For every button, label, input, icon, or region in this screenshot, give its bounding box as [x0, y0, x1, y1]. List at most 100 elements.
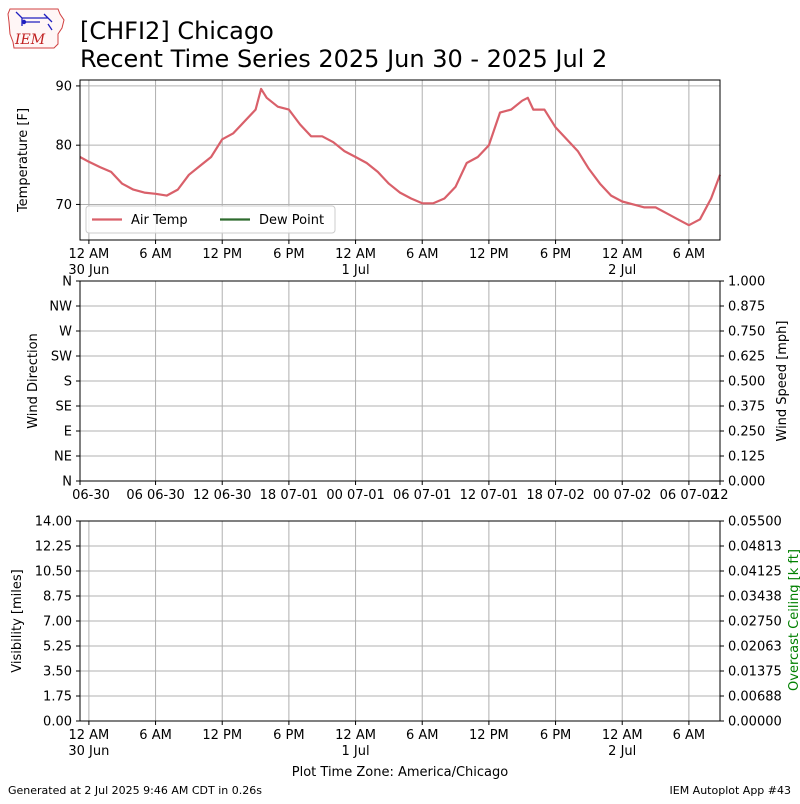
vis-xtick-sublabel-4: 1 Jul — [342, 744, 370, 759]
temp-xtick-label-5: 6 AM — [406, 247, 439, 262]
vis-frame — [79, 520, 721, 722]
wind-ytick-label-8: N — [62, 275, 72, 290]
wind-ytick-right-label-5: 0.625 — [728, 350, 765, 365]
temp-xtick-label-0: 12 AM — [68, 247, 109, 262]
wind-xtick-label-9: 06 07-02 — [660, 488, 718, 503]
vis-xtick-label-6: 12 PM — [469, 728, 509, 743]
wind-panel: N NE E SE S SW W NW N 0.000 0.125 0.250 0.375 0.500 0.… — [26, 275, 790, 504]
wind-xtick-label-8: 00 07-02 — [593, 488, 651, 503]
vis-ytick-label-5: 8.75 — [43, 590, 72, 605]
temp-xtick-label-3: 6 PM — [273, 247, 304, 262]
temp-ytick-label-0: 70 — [55, 198, 72, 213]
wind-ytick-label-5: SW — [51, 350, 72, 365]
vis-ytick-label-7: 12.25 — [35, 540, 72, 555]
chart-title-line2: Recent Time Series 2025 Jun 30 - 2025 Ju… — [80, 45, 607, 73]
vis-xtick-label-5: 6 AM — [406, 728, 439, 743]
vis-ytick-label-3: 5.25 — [43, 640, 72, 655]
vis-ytick-right-label-7: 0.04813 — [728, 540, 782, 555]
temp-xtick-sublabel-0: 30 Jun — [68, 263, 109, 278]
temp-xtick-label-9: 6 AM — [673, 247, 706, 262]
app-footer: IEM Autoplot App #43 — [670, 784, 792, 797]
wind-ylabel-left: Wind Direction — [26, 333, 41, 429]
temp-xtick-label-7: 6 PM — [540, 247, 571, 262]
vis-xtick-label-1: 6 AM — [139, 728, 172, 743]
temp-xtick-label-4: 12 AM — [335, 247, 376, 262]
wind-ytick-label-0: N — [62, 475, 72, 490]
visibility-panel: 0.00 1.75 3.50 5.25 7.00 8.75 10.50 12.25 14.00 0… — [10, 515, 800, 760]
vis-xtick-label-7: 6 PM — [540, 728, 571, 743]
iem-logo: IEM — [7, 8, 65, 49]
wind-xtick-label-4: 00 07-01 — [326, 488, 384, 503]
wind-ytick-label-2: E — [64, 425, 72, 440]
vis-ytick-right-label-3: 0.02063 — [728, 640, 782, 655]
wind-xtick-label-1: 06 06-30 — [126, 488, 184, 503]
vis-ytick-label-2: 3.50 — [43, 665, 72, 680]
wind-ytick-label-3: SE — [56, 400, 72, 415]
vis-ytick-right-label-4: 0.02750 — [728, 615, 782, 630]
vis-ytick-label-8: 14.00 — [35, 515, 72, 530]
vis-xtick-label-8: 12 AM — [602, 728, 643, 743]
wind-xtick-label-3: 18 07-01 — [260, 488, 318, 503]
vis-xtick-label-2: 12 PM — [202, 728, 242, 743]
wind-ytick-label-7: NW — [49, 300, 72, 315]
wind-ytick-right-label-1: 0.125 — [728, 450, 765, 465]
vis-xtick-sublabel-0: 30 Jun — [68, 744, 109, 759]
vis-ylabel-left: Visibility [miles] — [10, 569, 25, 672]
wind-ytick-label-4: S — [64, 375, 72, 390]
wind-ytick-label-1: NE — [54, 450, 72, 465]
temp-xtick-label-8: 12 AM — [602, 247, 643, 262]
temp-legend: Air Temp Dew Point — [85, 205, 336, 234]
vis-ytick-right-label-2: 0.01375 — [728, 665, 782, 680]
legend-air-temp-label: Air Temp — [131, 213, 188, 228]
wind-xtick-label-6: 12 07-01 — [460, 488, 518, 503]
wind-ylabel-right: Wind Speed [mph] — [775, 321, 790, 442]
temp-xtick-label-2: 12 PM — [202, 247, 242, 262]
wind-ytick-right-label-4: 0.500 — [728, 375, 765, 390]
generated-footer: Generated at 2 Jul 2025 9:46 AM CDT in 0… — [8, 784, 262, 797]
wind-ytick-right-label-2: 0.250 — [728, 425, 765, 440]
logo-text: IEM — [14, 32, 46, 48]
vis-ytick-right-label-8: 0.05500 — [728, 515, 782, 530]
vis-ytick-label-4: 7.00 — [43, 615, 72, 630]
wind-frame — [79, 280, 721, 482]
vis-ytick-right-label-6: 0.04125 — [728, 565, 782, 580]
vis-xtick-label-9: 6 AM — [673, 728, 706, 743]
wind-ytick-right-label-3: 0.375 — [728, 400, 765, 415]
vis-ytick-label-0: 0.00 — [43, 715, 72, 730]
wind-xtick-label-2: 12 06-30 — [193, 488, 251, 503]
vis-ytick-label-6: 10.50 — [35, 565, 72, 580]
wind-ytick-right-label-6: 0.750 — [728, 325, 765, 340]
vis-xtick-sublabel-8: 2 Jul — [608, 744, 636, 759]
legend-box — [85, 205, 336, 234]
timezone-label: Plot Time Zone: America/Chicago — [292, 765, 508, 780]
wind-xtick-label-5: 06 07-01 — [393, 488, 451, 503]
temp-xtick-sublabel-8: 2 Jul — [608, 263, 636, 278]
vis-ytick-label-1: 1.75 — [43, 690, 72, 705]
vis-xtick-label-0: 12 AM — [68, 728, 109, 743]
vis-ytick-right-label-0: 0.00000 — [728, 715, 782, 730]
logo-station-dot — [21, 19, 27, 25]
wind-xtick-label-10: 12 — [712, 488, 729, 503]
air-temp-line — [79, 87, 722, 227]
ceiling-ylabel-right: Overcast Ceiling [k ft] — [787, 549, 800, 691]
chart-title-line1: [CHFI2] Chicago — [80, 17, 274, 45]
vis-ytick-right-label-1: 0.00688 — [728, 690, 782, 705]
vis-ytick-right-label-5: 0.03438 — [728, 590, 782, 605]
vis-xtick-label-3: 6 PM — [273, 728, 304, 743]
temp-ytick-label-2: 90 — [55, 79, 72, 94]
wind-ytick-right-label-0: 0.000 — [728, 475, 765, 490]
vis-xtick-label-4: 12 AM — [335, 728, 376, 743]
temp-frame — [79, 79, 721, 241]
wind-ytick-right-label-8: 1.000 — [728, 275, 765, 290]
wind-ytick-label-6: W — [59, 325, 72, 340]
wind-xtick-label-0: 06-30 — [72, 488, 110, 503]
temp-xtick-label-6: 12 PM — [469, 247, 509, 262]
wind-xtick-label-7: 18 07-02 — [526, 488, 584, 503]
wind-ytick-right-label-7: 0.875 — [728, 300, 765, 315]
temp-xtick-sublabel-4: 1 Jul — [342, 263, 370, 278]
legend-dew-point-label: Dew Point — [259, 213, 324, 228]
temp-xtick-label-1: 6 AM — [139, 247, 172, 262]
temp-ylabel: Temperature [F] — [16, 108, 31, 213]
